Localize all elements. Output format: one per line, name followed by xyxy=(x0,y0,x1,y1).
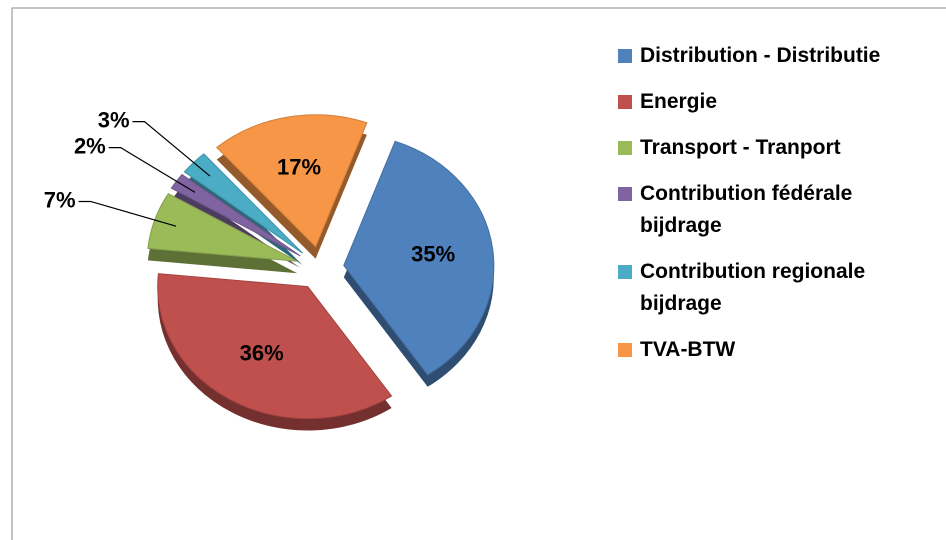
leader-line xyxy=(78,200,177,227)
data-label: 35% xyxy=(411,242,455,267)
legend-label: Energie xyxy=(640,90,718,113)
legend-item: Energie xyxy=(618,86,933,118)
legend-label: TVA-BTW xyxy=(640,338,736,361)
legend-item: Contribution regionale bijdrage xyxy=(618,256,933,320)
slice xyxy=(157,273,393,420)
data-label: 3% xyxy=(98,107,130,132)
legend-swatch xyxy=(618,141,632,155)
legend-label: Distribution - Distributie xyxy=(640,44,881,67)
legend: Distribution - Distributie Energie Transpo… xyxy=(618,40,933,380)
legend-item: TVA-BTW xyxy=(618,334,933,366)
legend-swatch xyxy=(618,265,632,279)
legend-label: Transport - Tranport xyxy=(640,136,841,159)
legend-swatch xyxy=(618,343,632,357)
legend-swatch xyxy=(618,49,632,63)
legend-item: Transport - Tranport xyxy=(618,132,933,164)
data-label: 36% xyxy=(240,340,284,365)
legend-label: Contribution regionale bijdrage xyxy=(640,260,866,315)
data-label: 2% xyxy=(74,133,106,158)
data-label: 17% xyxy=(277,155,321,180)
legend-item: Contribution fédérale bijdrage xyxy=(618,178,933,242)
legend-item: Distribution - Distributie xyxy=(618,40,933,72)
frame xyxy=(11,7,946,540)
legend-label: Contribution fédérale bijdrage xyxy=(640,182,853,237)
legend-swatch xyxy=(618,95,632,109)
slice xyxy=(343,140,495,376)
legend-swatch xyxy=(618,187,632,201)
leader-line xyxy=(108,147,196,193)
data-label: 7% xyxy=(44,187,76,212)
slice xyxy=(216,114,368,248)
leader-line xyxy=(132,121,211,177)
